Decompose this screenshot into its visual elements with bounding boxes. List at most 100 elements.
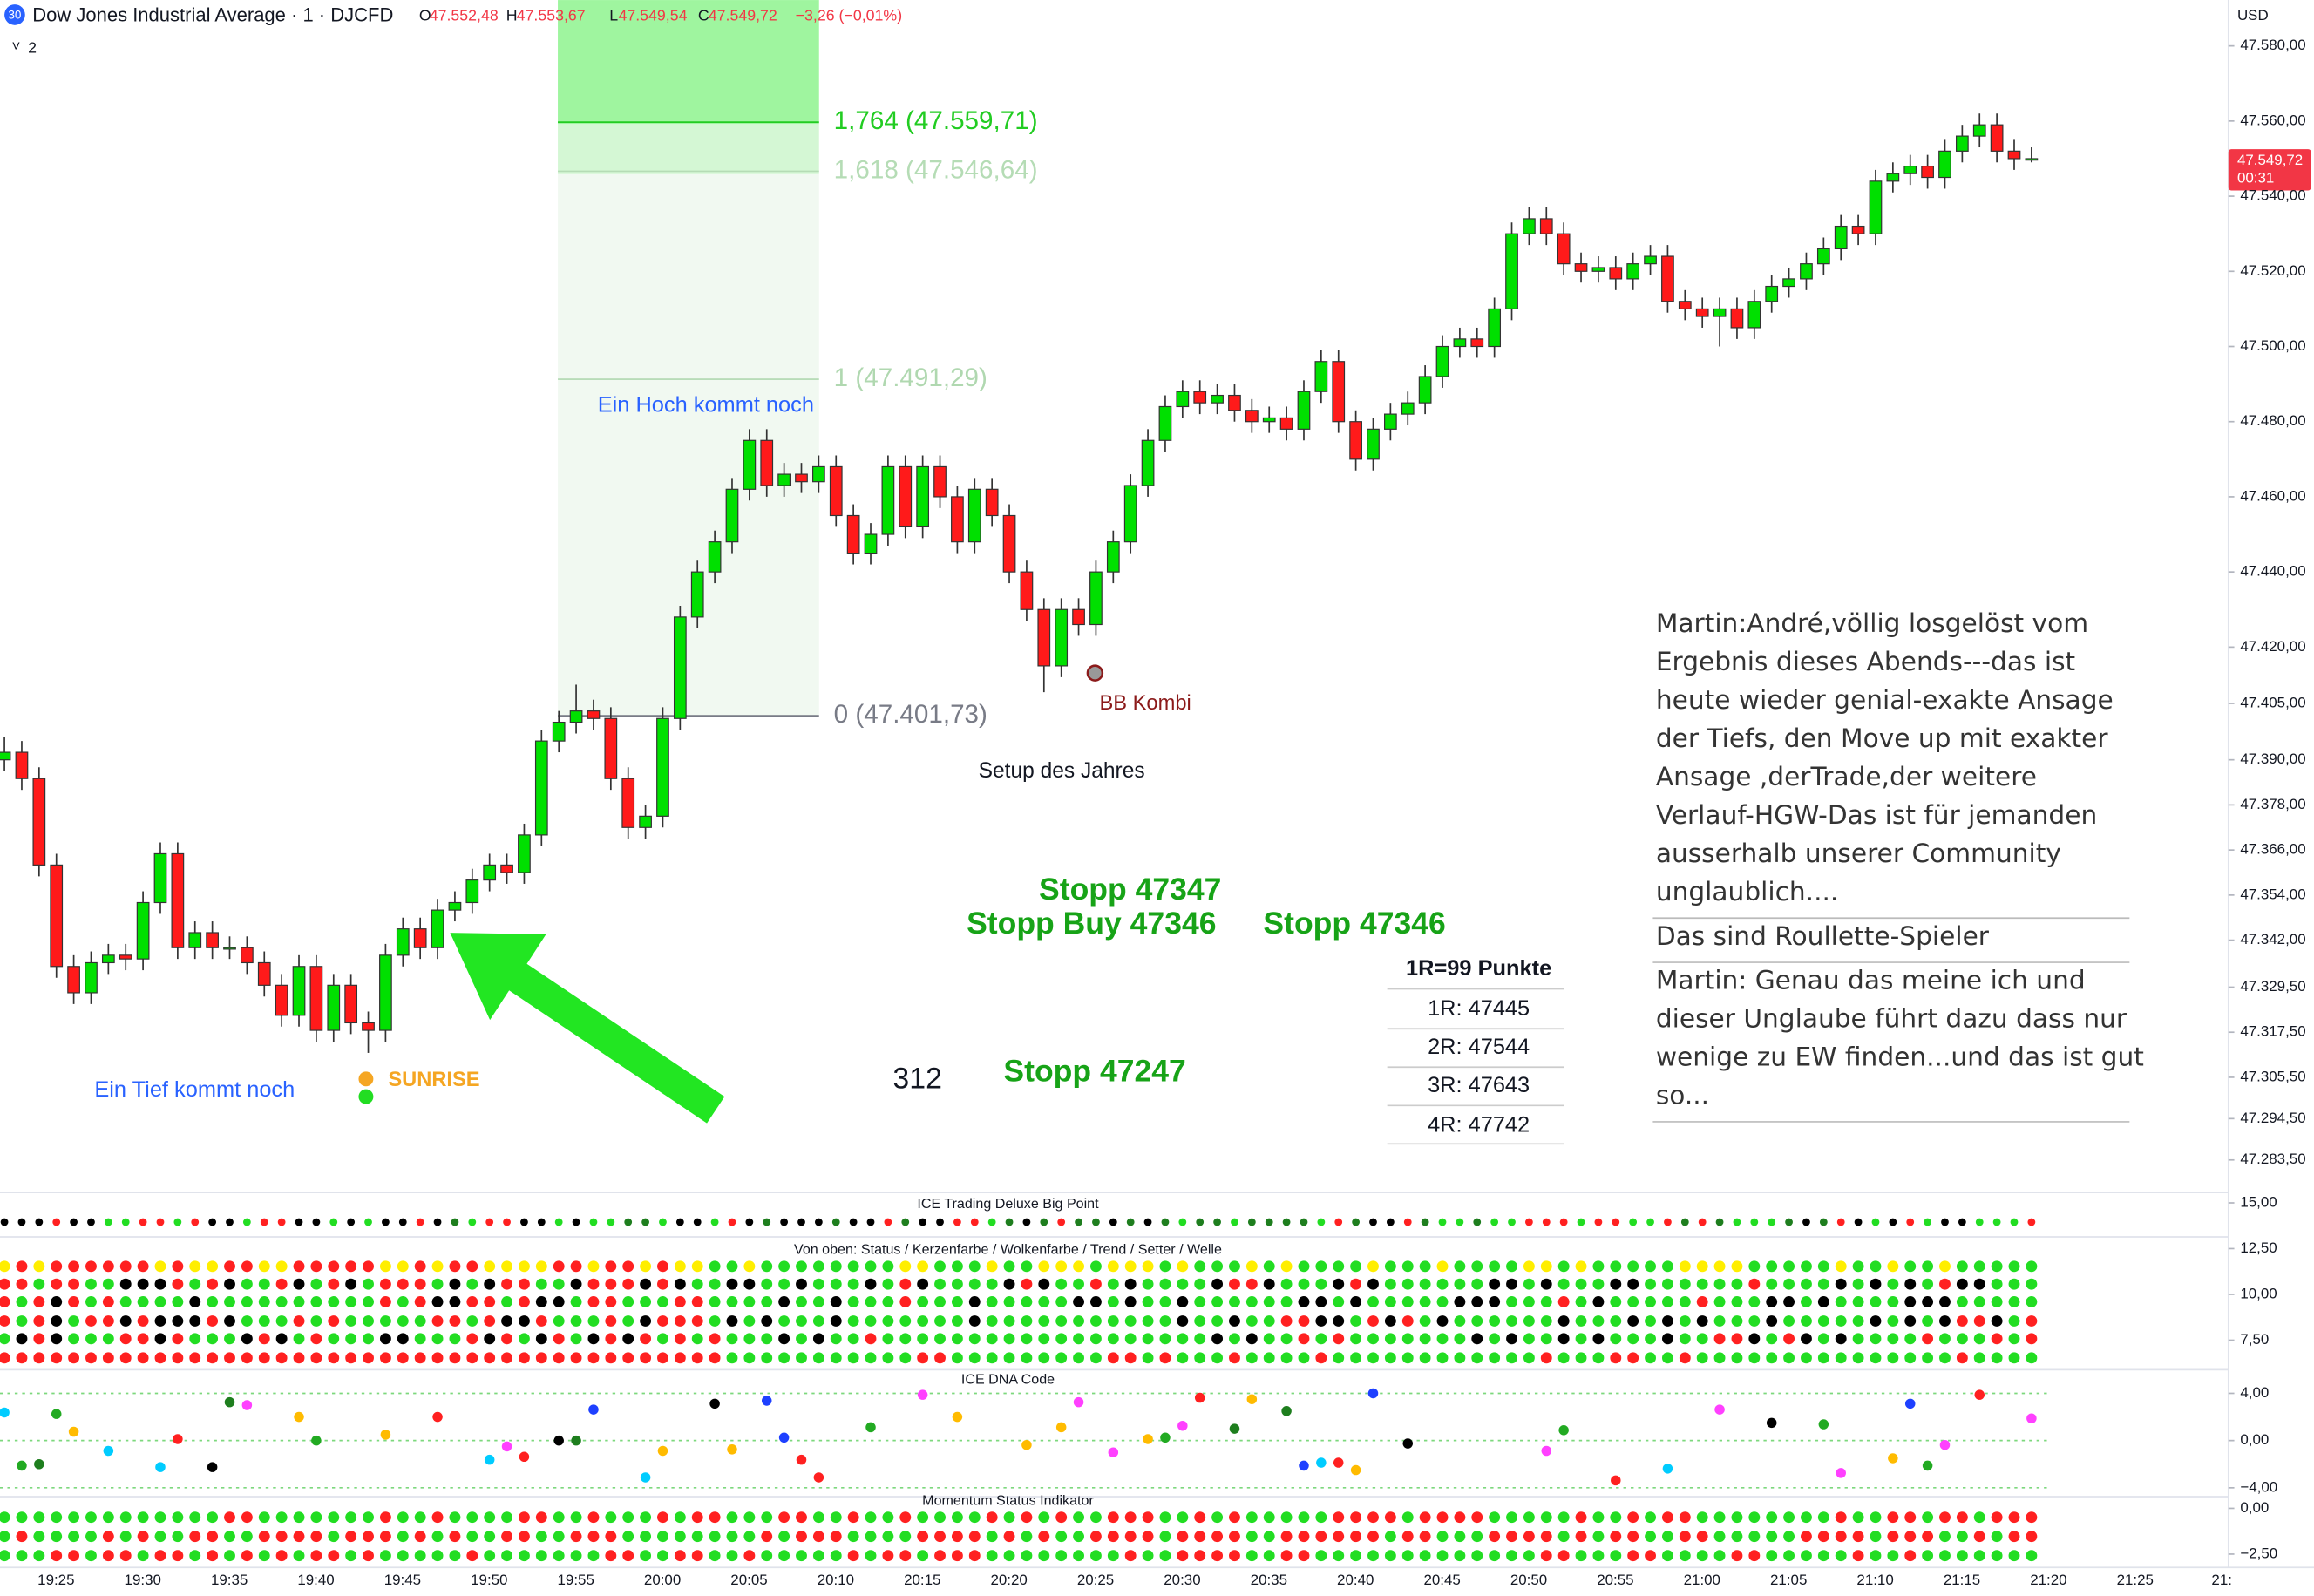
status-dot (1142, 1278, 1154, 1290)
status-dot (1627, 1531, 1639, 1543)
x-tick-label: 19:45 (384, 1572, 421, 1588)
status-dot (570, 1296, 582, 1307)
status-dot (1645, 1260, 1656, 1273)
status-dot (1350, 1550, 1362, 1562)
x-tick-label: 19:50 (471, 1572, 507, 1588)
indicator-count[interactable]: 2 (28, 39, 37, 57)
status-dot (605, 1315, 617, 1327)
status-dot (1073, 1550, 1084, 1562)
status-dot (640, 1260, 652, 1273)
status-dot (1939, 1315, 1951, 1327)
status-dot (1835, 1511, 1847, 1524)
status-dot (882, 1352, 894, 1364)
status-dot (293, 1352, 305, 1364)
rr-row: 3R: 47643 (1428, 1073, 1530, 1097)
status-dot (1870, 1278, 1882, 1290)
annotation: SUNRISE (388, 1069, 479, 1091)
status-dot (397, 1352, 409, 1364)
status-dot (310, 1315, 322, 1327)
status-dot (1801, 1296, 1812, 1307)
candle-body (1678, 301, 1692, 309)
status-dot (1245, 1352, 1258, 1364)
status-dot (449, 1260, 461, 1273)
status-dot (1177, 1260, 1189, 1273)
status-dot (172, 1315, 184, 1327)
status-dot (1143, 1434, 1153, 1444)
status-dot (743, 1278, 756, 1290)
status-dot (1766, 1296, 1778, 1307)
status-dot (1367, 1550, 1379, 1562)
status-dot (154, 1333, 166, 1345)
status-dot (657, 1511, 668, 1524)
status-dot (345, 1333, 357, 1345)
status-dot (951, 1531, 963, 1543)
status-dot (85, 1352, 97, 1364)
status-dot (1836, 1468, 1846, 1478)
status-dot (1592, 1550, 1605, 1562)
status-dot (466, 1550, 478, 1562)
candle-body (362, 1022, 375, 1031)
status-dot (1021, 1333, 1033, 1345)
y-tick-label: 47.390,00 (2240, 750, 2305, 767)
status-dot (484, 1531, 496, 1543)
status-dot (1973, 1260, 1985, 1273)
status-dot (1263, 1531, 1275, 1543)
y-tick-label: −4,00 (2240, 1478, 2277, 1495)
status-dot (484, 1550, 496, 1562)
status-dot (674, 1333, 686, 1345)
status-dot (1557, 1296, 1570, 1307)
status-dot (1401, 1550, 1414, 1562)
status-dot (363, 1511, 374, 1524)
status-dot (34, 1458, 44, 1470)
status-dot (449, 1333, 461, 1345)
status-dot (85, 1278, 97, 1290)
status-dot (1211, 1352, 1224, 1364)
status-dot (414, 1352, 426, 1364)
y-tick-label: 47.329,50 (2240, 978, 2305, 995)
status-dot (1298, 1531, 1310, 1543)
status-dot (641, 1218, 649, 1226)
status-dot (1040, 1218, 1048, 1226)
status-dot (1263, 1278, 1275, 1290)
status-dot (1073, 1296, 1084, 1307)
status-dot (1592, 1352, 1605, 1364)
status-dot (432, 1411, 443, 1423)
status-dot (484, 1511, 496, 1524)
fib-label: 1,764 (47.559,71) (834, 106, 1038, 135)
status-dot (154, 1352, 166, 1364)
status-dot (587, 1531, 600, 1543)
candle-body (1141, 439, 1155, 486)
status-dot (1610, 1333, 1622, 1345)
status-dot (155, 1462, 166, 1472)
comment-box: Martin:André,völlig losgelöst vom Ergebni… (1652, 608, 2144, 1123)
collapse-icon[interactable]: ˅ (12, 38, 21, 55)
status-dot (1835, 1352, 1847, 1364)
status-dot (293, 1278, 305, 1290)
status-dot (1124, 1511, 1137, 1524)
status-dot (691, 1333, 703, 1345)
status-dot (1523, 1260, 1535, 1273)
status-dot (1367, 1315, 1379, 1327)
currency[interactable]: USD (2237, 7, 2269, 24)
status-dot (1627, 1315, 1639, 1327)
status-dot (1575, 1315, 1587, 1327)
status-dot (431, 1511, 444, 1524)
status-dot (1194, 1278, 1206, 1290)
status-dot (1661, 1550, 1673, 1562)
status-dot (1645, 1296, 1656, 1307)
status-dot (743, 1511, 756, 1524)
status-dot (119, 1260, 132, 1273)
status-dot (1280, 1511, 1293, 1524)
status-dot (968, 1511, 981, 1524)
status-dot (1213, 1218, 1221, 1226)
status-dot (1922, 1296, 1934, 1307)
status-dot (934, 1352, 946, 1364)
status-dot (2008, 1511, 2020, 1524)
status-dot (1887, 1278, 1899, 1290)
status-dot (1523, 1333, 1535, 1345)
status-dot (1245, 1333, 1258, 1345)
status-dot (1801, 1278, 1812, 1290)
status-dot (1817, 1550, 1829, 1562)
candle-body (1626, 263, 1640, 280)
status-dot (1817, 1260, 1829, 1273)
